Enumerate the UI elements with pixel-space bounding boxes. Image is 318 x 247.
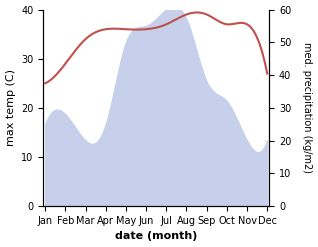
Y-axis label: max temp (C): max temp (C) [5, 69, 16, 146]
X-axis label: date (month): date (month) [115, 231, 197, 242]
Y-axis label: med. precipitation (kg/m2): med. precipitation (kg/m2) [302, 42, 313, 173]
